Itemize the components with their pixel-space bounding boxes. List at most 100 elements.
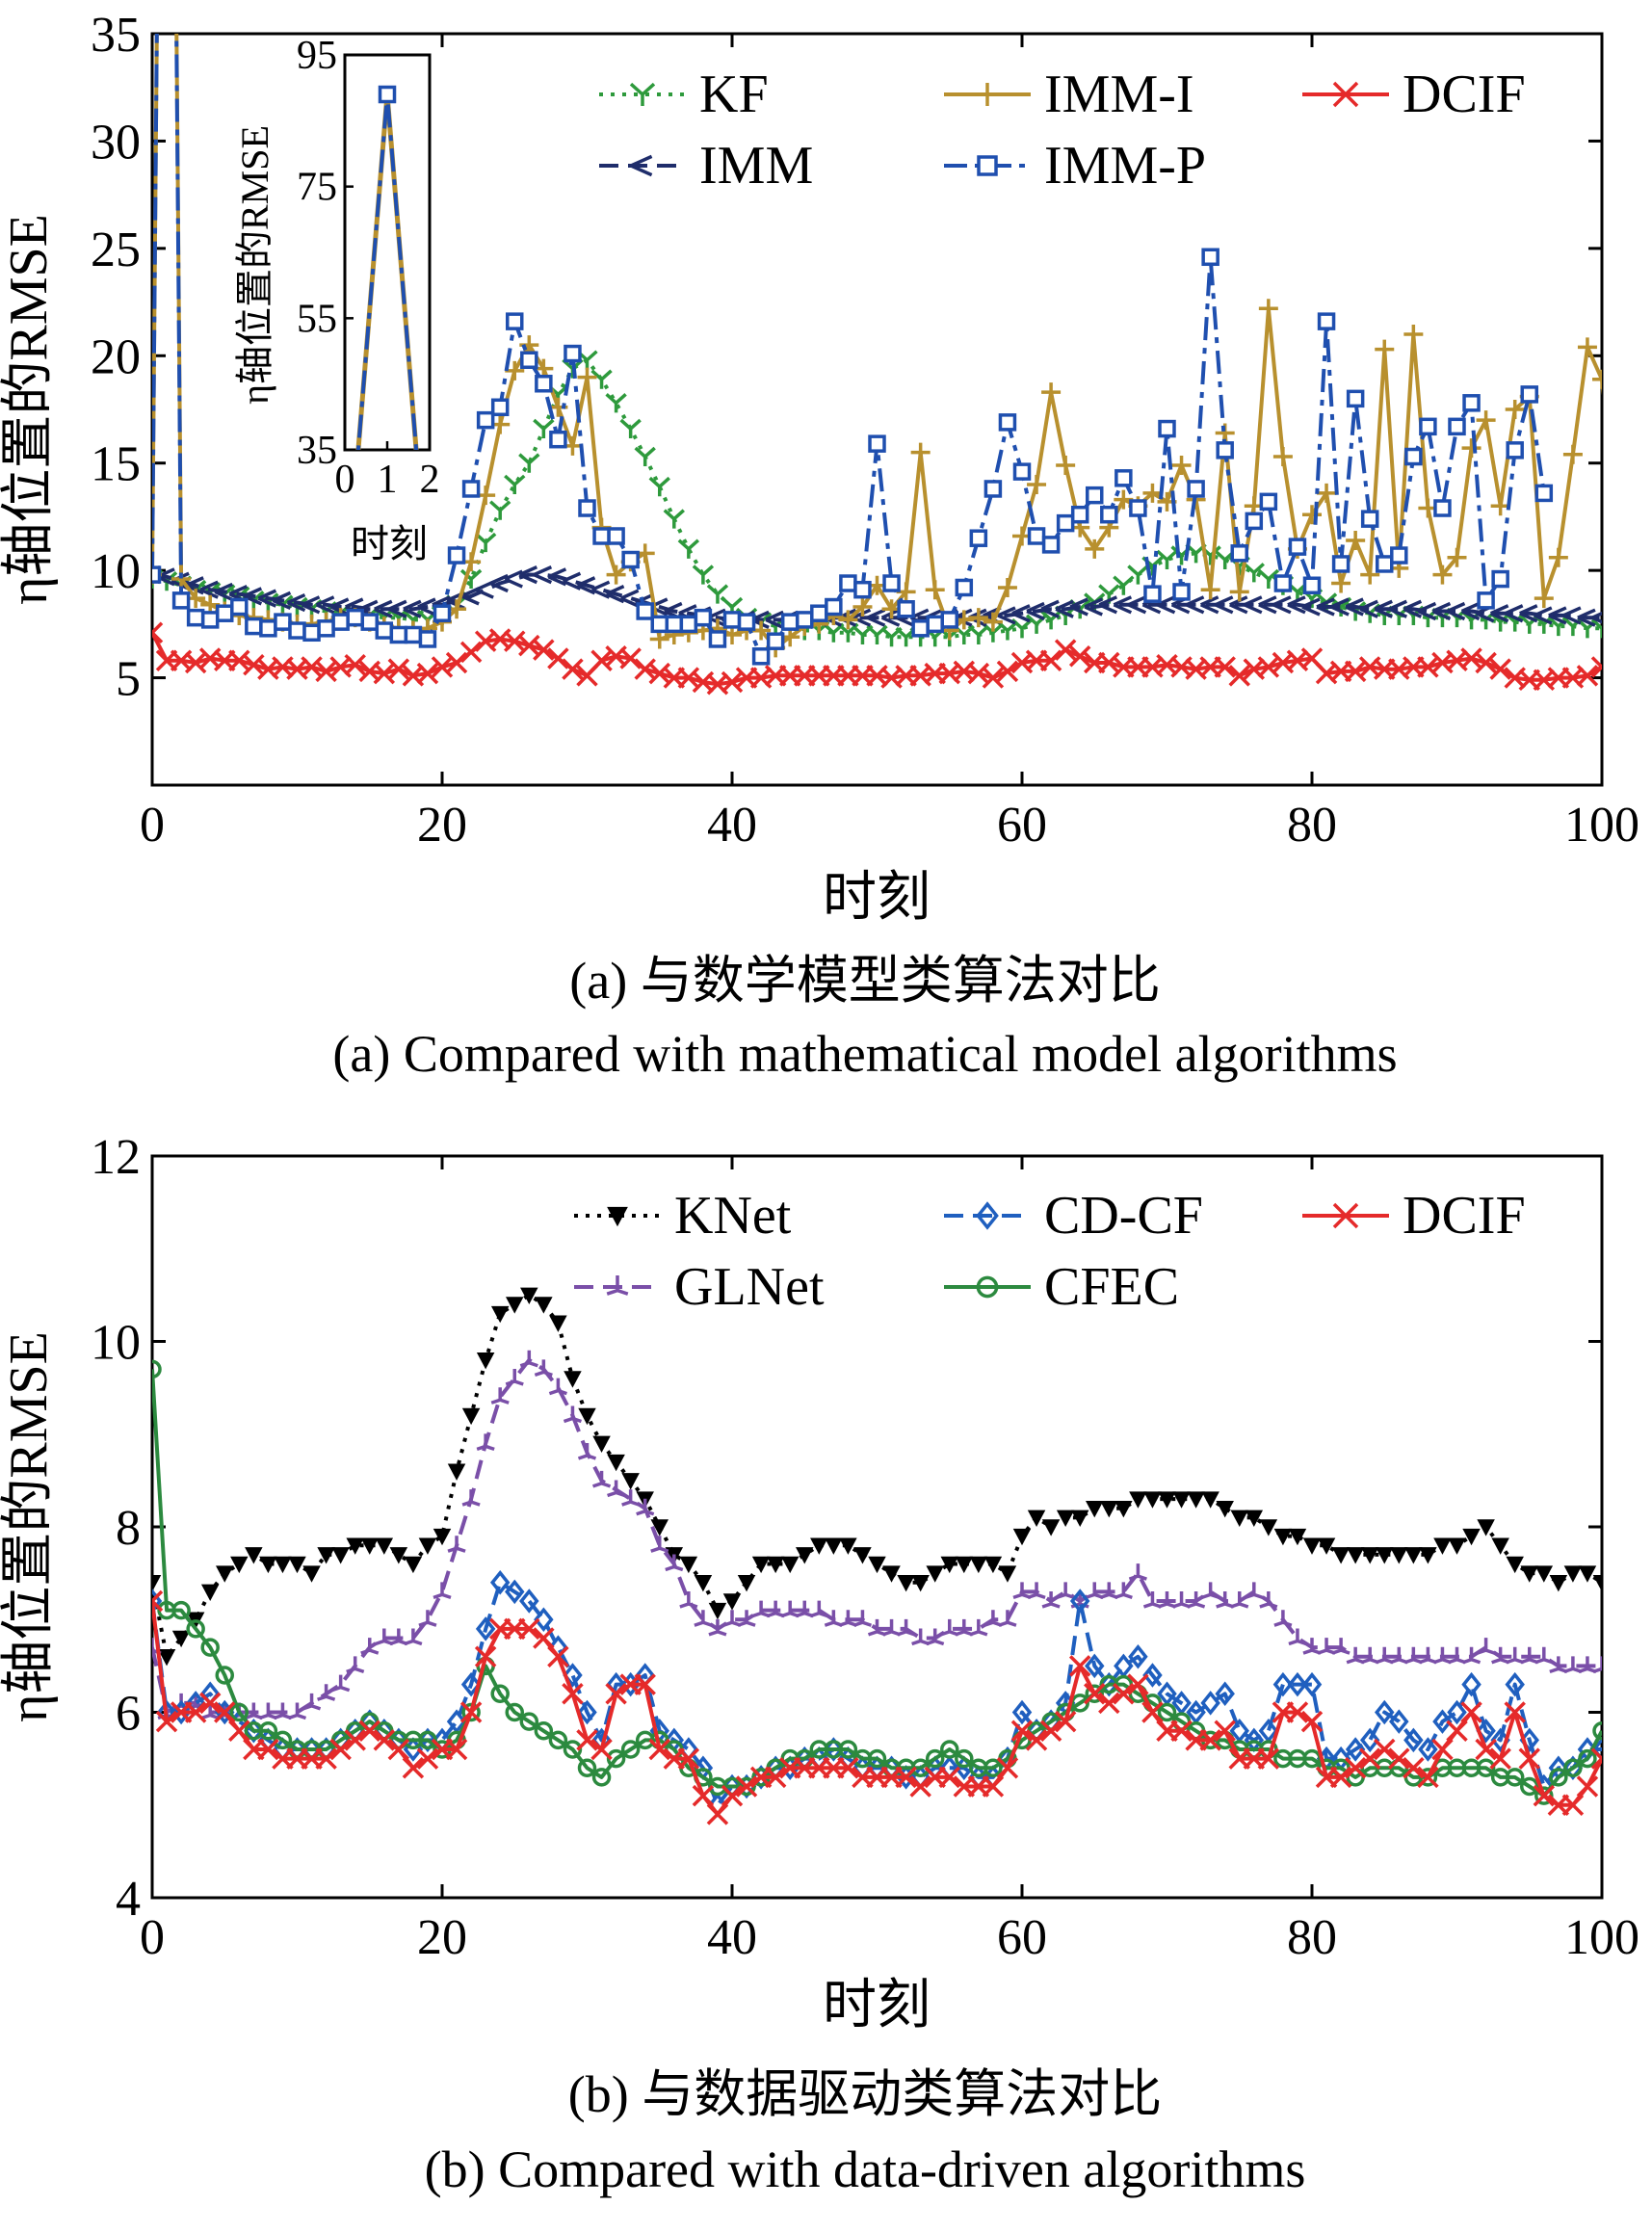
x-tick-label: 20	[417, 798, 467, 853]
x-tick-label: 60	[997, 798, 1047, 853]
point-imm-p	[868, 434, 886, 453]
point-dcif	[1489, 658, 1511, 680]
inset-y-tick-label: 35	[297, 429, 337, 473]
panel-b: 0 20 40 60 80 100 4 6 8 10 12 η轴位置的RMSE 时刻 KNet CD-…	[0, 1130, 1639, 2198]
point-glnet	[1114, 1582, 1133, 1600]
legend-label: IMM-I	[1044, 65, 1194, 124]
point-glnet	[433, 1582, 452, 1600]
point-imm-i	[997, 577, 1017, 597]
point-knet	[171, 1630, 191, 1648]
point-glnet	[331, 1674, 351, 1693]
point-imm-i	[983, 612, 1003, 632]
point-imm-i	[1432, 565, 1453, 585]
point-glnet	[317, 1684, 336, 1701]
point-imm-p	[1288, 538, 1307, 556]
point-dcif	[1533, 1784, 1556, 1807]
point-imm	[388, 599, 407, 618]
point-imm	[199, 580, 219, 599]
point-knet	[650, 1519, 669, 1536]
point-dcif	[692, 1784, 715, 1807]
x-tick-label: 40	[707, 1910, 757, 1965]
inset-peak-marker	[378, 85, 397, 104]
point-kf	[663, 509, 685, 529]
point-imm-i	[606, 565, 626, 585]
x-tick-label: 60	[997, 1910, 1047, 1965]
point-glnet	[476, 1433, 495, 1452]
point-imm-i	[1548, 547, 1568, 567]
point-imm-p	[404, 625, 423, 644]
point-cfec	[519, 1712, 539, 1731]
point-dcif	[1518, 1747, 1540, 1770]
point-imm	[1359, 599, 1378, 618]
point-imm-i	[1403, 325, 1424, 344]
point-glnet	[1520, 1646, 1539, 1665]
x-tick-label: 0	[140, 798, 165, 853]
point-knet	[535, 1297, 553, 1314]
point-knet	[302, 1565, 321, 1583]
inset-ylabel: η轴位置的RMSE	[233, 125, 276, 405]
series-b	[152, 1287, 1602, 1825]
point-imm	[547, 567, 567, 587]
point-dcif	[416, 1747, 439, 1770]
point-cfec	[563, 1740, 583, 1759]
point-imm-i	[1200, 580, 1220, 600]
series-line-cd-cf	[152, 1580, 1602, 1807]
point-imm	[1577, 608, 1596, 627]
point-cfec	[1520, 1776, 1539, 1797]
point-knet	[796, 1547, 814, 1564]
point-knet	[592, 1435, 611, 1453]
point-imm-p	[882, 574, 901, 592]
point-dcif	[1489, 1747, 1511, 1770]
point-knet	[375, 1537, 394, 1555]
y-tick-label: 6	[116, 1687, 141, 1742]
x-tick-label: 80	[1287, 798, 1337, 853]
point-knet	[346, 1537, 364, 1555]
point-imm-p	[853, 580, 872, 599]
point-knet	[1578, 1565, 1597, 1583]
point-dcif	[648, 662, 670, 685]
y-tick-label: 10	[91, 1316, 141, 1371]
point-glnet	[969, 1618, 988, 1637]
point-dcif	[1199, 1729, 1221, 1751]
point-glnet	[621, 1489, 641, 1507]
point-knet	[722, 1593, 742, 1611]
point-imm-p	[152, 565, 162, 584]
y-tick-label: 20	[91, 329, 141, 384]
point-dcif	[735, 1775, 758, 1798]
point-knet	[1346, 1547, 1365, 1564]
legend-item-cd-cf: CD-CF	[944, 1186, 1203, 1246]
point-imm-p	[665, 615, 684, 634]
point-imm-p	[549, 430, 567, 449]
point-knet	[1158, 1491, 1176, 1509]
point-knet	[1404, 1547, 1423, 1564]
point-imm-p	[751, 647, 771, 666]
point-imm	[460, 587, 480, 606]
point-glnet	[940, 1618, 959, 1637]
point-dcif	[344, 1729, 366, 1751]
point-glnet	[461, 1489, 481, 1507]
point-knet	[694, 1575, 713, 1592]
point-imm-p	[200, 611, 220, 629]
point-dcif	[1010, 1720, 1034, 1742]
legend-marker	[607, 1206, 628, 1227]
point-imm-i	[1577, 337, 1597, 357]
point-cd-cf	[475, 1616, 496, 1641]
point-knet	[1245, 1510, 1264, 1527]
point-knet	[940, 1556, 958, 1574]
point-imm	[619, 589, 640, 608]
point-knet	[216, 1565, 234, 1583]
point-imm-p	[810, 604, 828, 622]
point-imm-p	[796, 611, 814, 629]
legend-marker	[1332, 81, 1359, 108]
point-imm-p	[1041, 536, 1061, 554]
point-imm-i	[1534, 589, 1554, 609]
point-knet	[1317, 1537, 1336, 1555]
point-glnet	[302, 1693, 322, 1711]
point-cfec	[418, 1730, 437, 1750]
legend-item-glnet: GLNet	[574, 1257, 825, 1317]
point-imm-p	[1056, 513, 1075, 533]
point-cfec	[591, 1768, 612, 1787]
point-dcif	[547, 1645, 569, 1667]
point-imm	[1548, 606, 1567, 625]
